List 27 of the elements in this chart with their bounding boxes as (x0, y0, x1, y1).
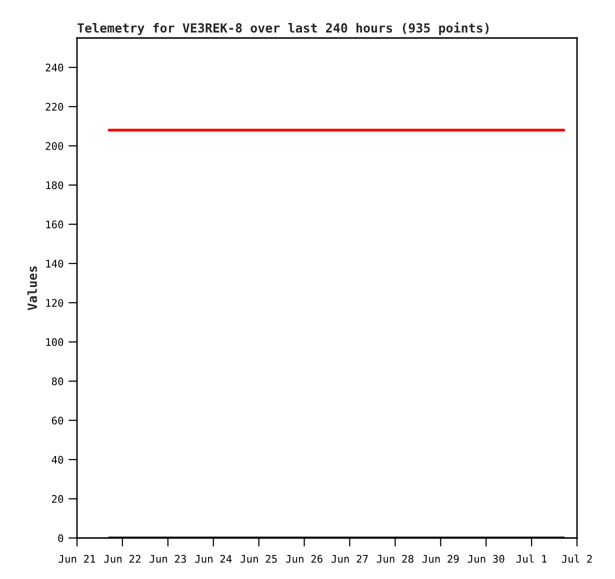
x-tick-label: Jun 24 (195, 554, 232, 563)
y-tick-label: 100 (46, 338, 64, 346)
x-tick-label: Jun 26 (286, 554, 322, 563)
x-tick-label: Jun 22 (104, 554, 140, 563)
x-tick-label: Jun 25 (240, 554, 277, 563)
y-tick-label: 40 (52, 456, 64, 464)
y-tick-label: 140 (46, 260, 64, 268)
y-tick-label: 200 (46, 142, 64, 150)
x-tick-label: Jun 27 (331, 554, 368, 563)
x-tick-label: Jul 2 (562, 554, 592, 563)
y-tick-label: 160 (46, 220, 64, 228)
x-tick-label: Jun 30 (468, 554, 504, 563)
y-tick-label: 80 (52, 377, 64, 386)
x-tick-label: Jun 23 (150, 554, 186, 563)
chart-title: Telemetry for VE3REK-8 over last 240 hours (935 points) (78, 22, 489, 36)
x-tick-label: Jun 21 (58, 554, 96, 563)
x-tick-label: Jun 29 (422, 554, 459, 563)
y-tick-label: 240 (46, 64, 64, 72)
x-tick-label: Jul 1 (516, 554, 547, 563)
y-tick-label: 180 (46, 181, 64, 190)
y-tick-label: 120 (46, 298, 64, 307)
y-tick-label: 220 (46, 102, 64, 111)
y-tick-label: 60 (52, 416, 64, 424)
x-tick-label: Jun 28 (376, 554, 414, 563)
y-tick-label: 20 (52, 495, 64, 503)
y-axis-title: Values (27, 266, 38, 310)
y-tick-label: 0 (58, 534, 64, 542)
